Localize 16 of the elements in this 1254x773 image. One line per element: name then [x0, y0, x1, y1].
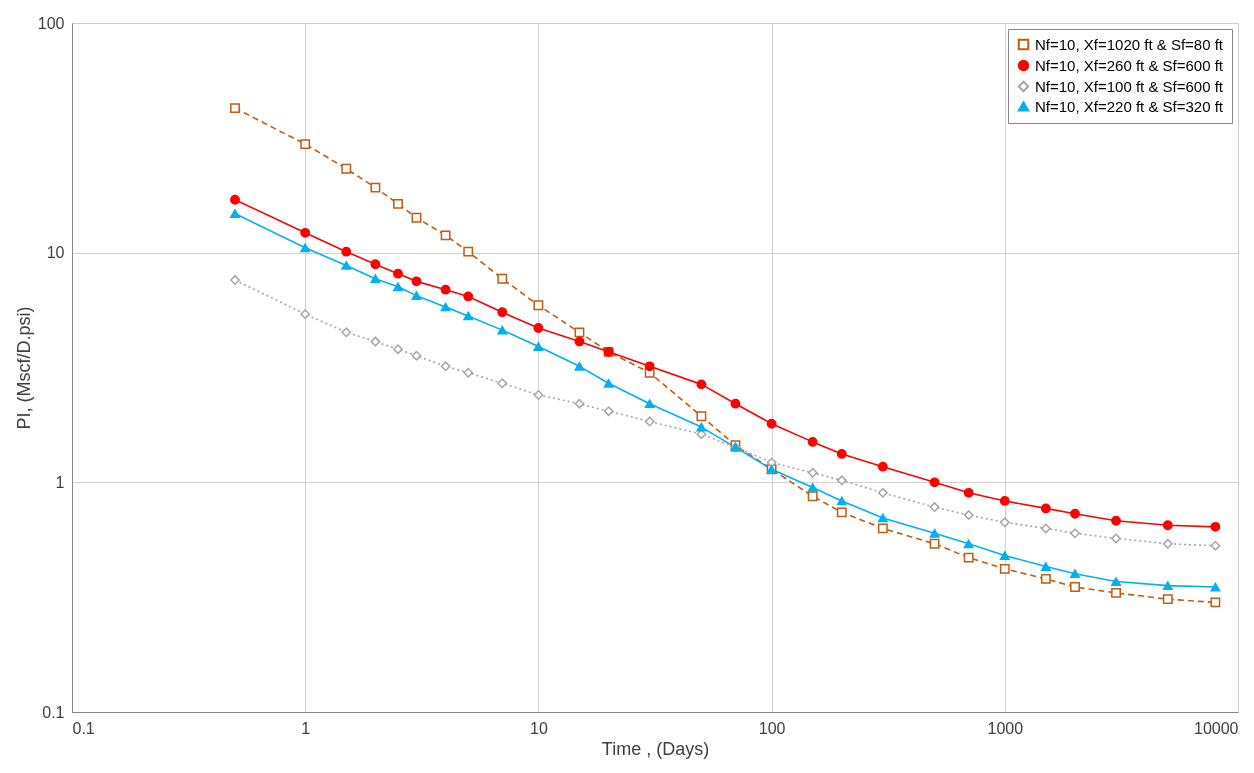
x-tick-label: 1000 [987, 719, 1024, 737]
y-tick-label: 0.1 [42, 703, 65, 721]
y-tick-label: 10 [46, 244, 65, 262]
x-tick-label: 10 [530, 719, 548, 737]
y-tick-label: 100 [37, 14, 65, 32]
y-axis-title: PI, (Mscf/D.psi) [13, 306, 34, 430]
x-tick-label: 10000 [1194, 719, 1239, 737]
legend-label: Nf=10, Xf=220 ft & Sf=320 ft [1035, 97, 1224, 115]
legend-label: Nf=10, Xf=100 ft & Sf=600 ft [1035, 77, 1224, 95]
legend-label: Nf=10, Xf=1020 ft & Sf=80 ft [1035, 35, 1224, 53]
x-tick-label: 1 [301, 719, 311, 737]
y-tick-label: 1 [55, 473, 65, 491]
legend-label: Nf=10, Xf=260 ft & Sf=600 ft [1035, 56, 1224, 74]
x-axis-title: Time , (Days) [601, 738, 710, 759]
x-tick-label: 0.1 [72, 719, 95, 737]
x-tick-label: 100 [758, 719, 786, 737]
